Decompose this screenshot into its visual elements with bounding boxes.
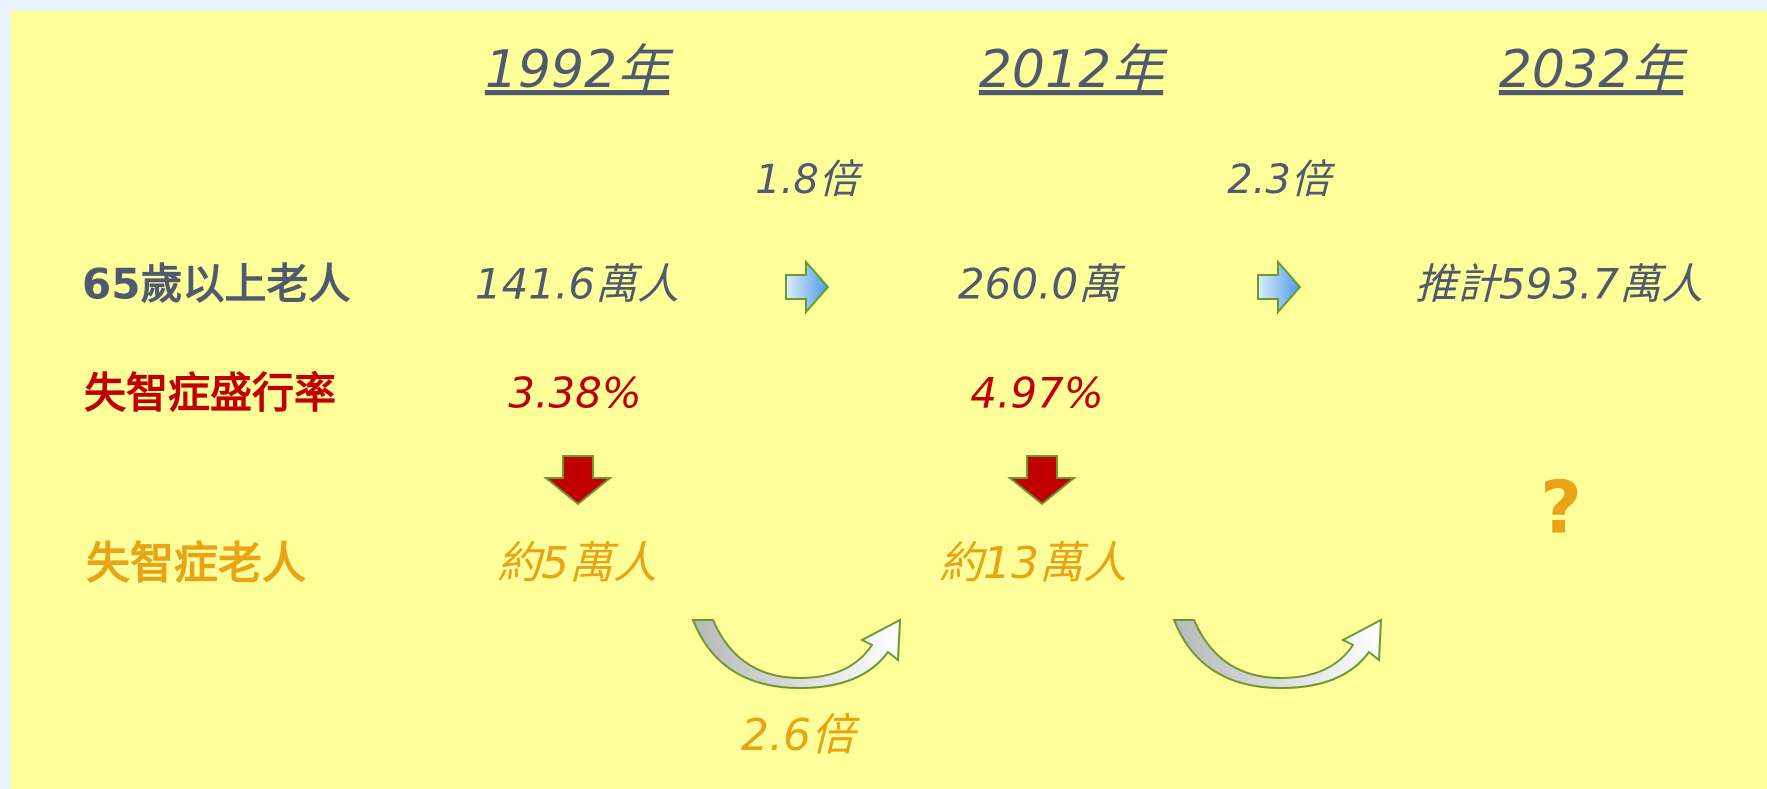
year: 1992年 [485, 40, 674, 100]
row-label: 失智症老人 [86, 538, 306, 589]
year: 2032年 [1499, 40, 1688, 100]
value: 141.6萬人 [475, 260, 679, 309]
multiplier: 1.8倍 [755, 157, 864, 203]
value: 推計593.7萬人 [1415, 260, 1703, 309]
multiplier: 2.3倍 [1227, 157, 1336, 203]
value: 260.0萬 [958, 260, 1126, 309]
down-arrow [543, 455, 1077, 506]
row-label: 失智症盛行率 [84, 369, 336, 418]
value: 約5萬人 [497, 538, 657, 589]
panel [11, 11, 1767, 789]
right-arrow [785, 259, 1302, 315]
value: 3.38% [508, 369, 641, 418]
curved-arrow [691, 618, 1383, 690]
value: 4.97% [970, 369, 1103, 418]
year: 2012年 [979, 40, 1168, 100]
value: ? [1540, 466, 1582, 550]
value: 約13萬人 [939, 538, 1127, 589]
multiplier: 2.6倍 [741, 710, 860, 761]
row-label: 65歲以上老人 [82, 260, 350, 309]
